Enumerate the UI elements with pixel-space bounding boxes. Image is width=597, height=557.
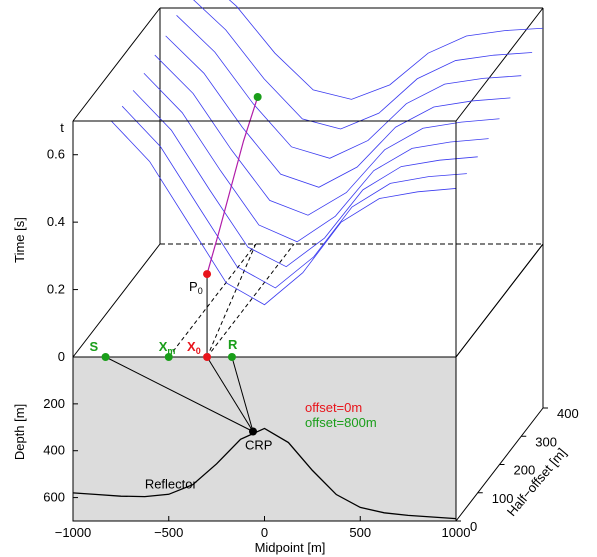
point-label: Xm — [159, 339, 176, 356]
time-axis-label: Time [s] — [12, 217, 27, 263]
p0-label: P0 — [189, 279, 203, 296]
x-tick-label: 500 — [349, 525, 371, 540]
point-label-sub: 0 — [196, 346, 201, 356]
box-edge — [73, 8, 160, 121]
point-label-main: CRP — [245, 438, 272, 453]
point-label-sub: m — [167, 346, 175, 356]
crp-trajectory — [207, 97, 258, 274]
p0-point — [203, 270, 211, 278]
time-tick-label: 0.6 — [47, 147, 65, 162]
depth-tick-label: 200 — [43, 396, 65, 411]
offset-axis-label: Half−offset [m] — [504, 445, 569, 519]
traveltime-curve — [111, 121, 456, 305]
depth-tick-label: 600 — [43, 490, 65, 505]
traveltime-curve — [144, 73, 489, 242]
point-label-main: X — [159, 339, 168, 354]
point — [228, 353, 236, 361]
traveltime-curve — [187, 0, 532, 129]
legend-entry: offset=800m — [305, 415, 377, 430]
traveltime-curve — [198, 0, 543, 99]
traveltime-curve — [177, 15, 522, 158]
point — [102, 353, 110, 361]
point — [203, 353, 211, 361]
point-label: R — [228, 337, 238, 352]
offset-tick-label: 0 — [470, 519, 477, 534]
box-edge — [456, 8, 543, 121]
offset-tick-label: 300 — [535, 434, 557, 449]
x-tick-label: −1000 — [55, 525, 92, 540]
traveltime-curve — [155, 55, 500, 215]
offset-tick-label: 200 — [514, 463, 536, 478]
offset-tick-label: 100 — [492, 491, 514, 506]
depth-tick-label: 400 — [43, 443, 65, 458]
point-label: X0 — [187, 339, 201, 356]
depth-axis-label: Depth [m] — [12, 404, 27, 460]
point-label-main: S — [90, 339, 99, 354]
traveltime-curve — [166, 36, 511, 187]
legend-entry: offset=0m — [305, 400, 362, 415]
point-label-main: X — [187, 339, 196, 354]
time-tick-label: 0.2 — [47, 282, 65, 297]
box-edge — [73, 244, 160, 357]
box-edge — [456, 244, 543, 357]
trajectory-end — [254, 93, 262, 101]
time-tick-label: 0.4 — [47, 214, 65, 229]
point-label-main: R — [228, 337, 238, 352]
point-label: CRP — [245, 438, 272, 453]
x-tick-label: 1000 — [442, 525, 471, 540]
p0-label-main: P — [189, 279, 198, 294]
projection-line — [207, 244, 294, 357]
point-label: S — [90, 339, 99, 354]
x-tick-label: 0 — [261, 525, 268, 540]
x-axis-label: Midpoint [m] — [255, 540, 326, 555]
x-tick-label: −500 — [154, 525, 183, 540]
time-axis-letter: t — [60, 120, 64, 135]
p0-label-sub: 0 — [198, 286, 203, 296]
time-tick-label: 0 — [58, 349, 65, 364]
point — [249, 428, 257, 436]
offset-tick-label: 400 — [557, 406, 579, 421]
reflector-label: Reflector — [145, 477, 198, 492]
chart: Time [s] Depth [m] Midpoint [m] Half−off… — [0, 0, 597, 557]
